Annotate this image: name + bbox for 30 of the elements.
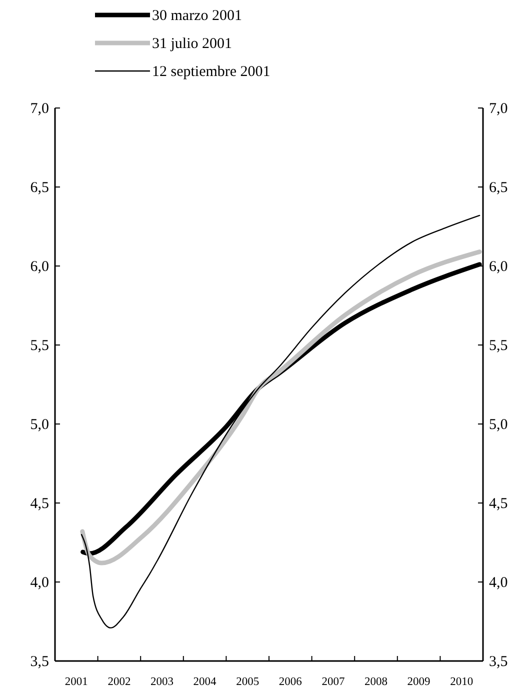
y-tick-label: 5,5 [30,338,49,354]
y2-tick-label: 6,5 [489,180,508,196]
legend-label: 31 julio 2001 [152,36,232,52]
x-tick-label: 2006 [278,676,302,688]
line-series [80,214,480,628]
y2-tick-label: 4,0 [489,575,508,591]
y-tick-label: 5,0 [30,417,49,433]
y2-tick-label: 6,0 [489,259,508,275]
x-tick-label: 2007 [322,676,345,688]
y2-tick-label: 5,5 [489,338,508,354]
y-tick-label: 4,5 [30,496,49,512]
legend-label: 30 marzo 2001 [152,8,242,24]
x-tick-label: 2010 [450,676,474,688]
y2-tick-label: 3,5 [489,654,508,670]
x-tick-label: 2001 [64,676,88,688]
x-tick-label: 2004 [193,676,217,688]
y2-tick-label: 4,5 [489,496,508,512]
y-tick-label: 6,0 [30,259,49,275]
y2-tick-label: 7,0 [489,101,508,117]
y-tick-label: 3,5 [30,654,49,670]
y-tick-label: 6,5 [30,180,49,196]
x-tick-label: 2003 [150,676,174,688]
x-tick-label: 2002 [108,676,131,688]
legend-label: 12 septiembre 2001 [152,64,270,80]
y-tick-label: 4,0 [30,575,49,591]
y-tick-label: 7,0 [30,101,49,117]
x-tick-label: 2008 [364,676,388,688]
x-tick-label: 2005 [236,676,260,688]
x-tick-label: 2009 [407,676,431,688]
y2-tick-label: 5,0 [489,417,508,433]
